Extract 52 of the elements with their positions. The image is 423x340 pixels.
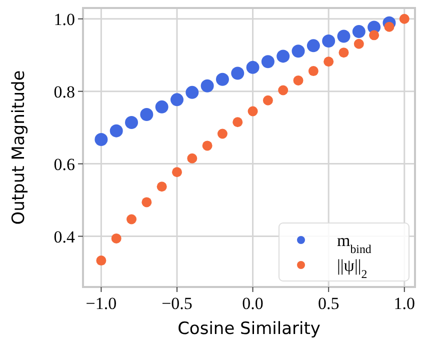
point: [246, 60, 260, 74]
point: [338, 48, 349, 58]
x-tick-label: 0.0: [242, 294, 264, 313]
point: [111, 233, 122, 244]
point: [125, 116, 138, 129]
point: [200, 79, 214, 92]
point: [187, 153, 198, 164]
point: [94, 133, 108, 146]
x-tick-label: 0.5: [318, 294, 340, 313]
point: [292, 44, 305, 58]
point: [384, 22, 394, 32]
point: [293, 75, 304, 86]
point: [324, 56, 334, 67]
y-tick-label: 0.6: [54, 154, 75, 174]
y-tick-label: 0.8: [54, 82, 75, 102]
point: [202, 140, 212, 151]
point: [352, 25, 366, 38]
point: [96, 256, 106, 266]
x-tick-label: −0.5: [162, 294, 192, 313]
y-tick-label: 0.4: [54, 227, 76, 246]
point: [216, 72, 229, 86]
point: [322, 34, 336, 48]
x-axis-title: Cosine Similarity: [178, 319, 320, 339]
point: [142, 197, 152, 208]
y-tick-label: 1.0: [54, 10, 75, 29]
point: [276, 50, 290, 63]
point: [354, 38, 364, 49]
point: [186, 86, 199, 99]
point: [399, 14, 410, 24]
point: [278, 85, 288, 96]
point: [308, 66, 318, 76]
legend-label: ||ψ||$_{2}$: [337, 256, 368, 281]
point: [231, 66, 244, 80]
point: [261, 55, 274, 68]
y-axis-title: Output Magnitude: [9, 70, 29, 225]
point: [126, 214, 137, 224]
point: [170, 93, 184, 106]
point: [232, 117, 243, 128]
legend-label: m$_{bind}$: [337, 231, 372, 256]
point: [248, 106, 258, 116]
point: [262, 95, 273, 106]
point: [110, 124, 123, 138]
point: [306, 39, 320, 52]
x-tick-label: 1.0: [394, 294, 416, 313]
point: [217, 128, 228, 139]
x-tick-label: −1.0: [86, 294, 117, 313]
point: [172, 167, 182, 178]
point: [369, 30, 380, 40]
point: [337, 30, 350, 43]
point: [155, 100, 168, 114]
point: [140, 108, 154, 122]
point: [156, 182, 167, 192]
